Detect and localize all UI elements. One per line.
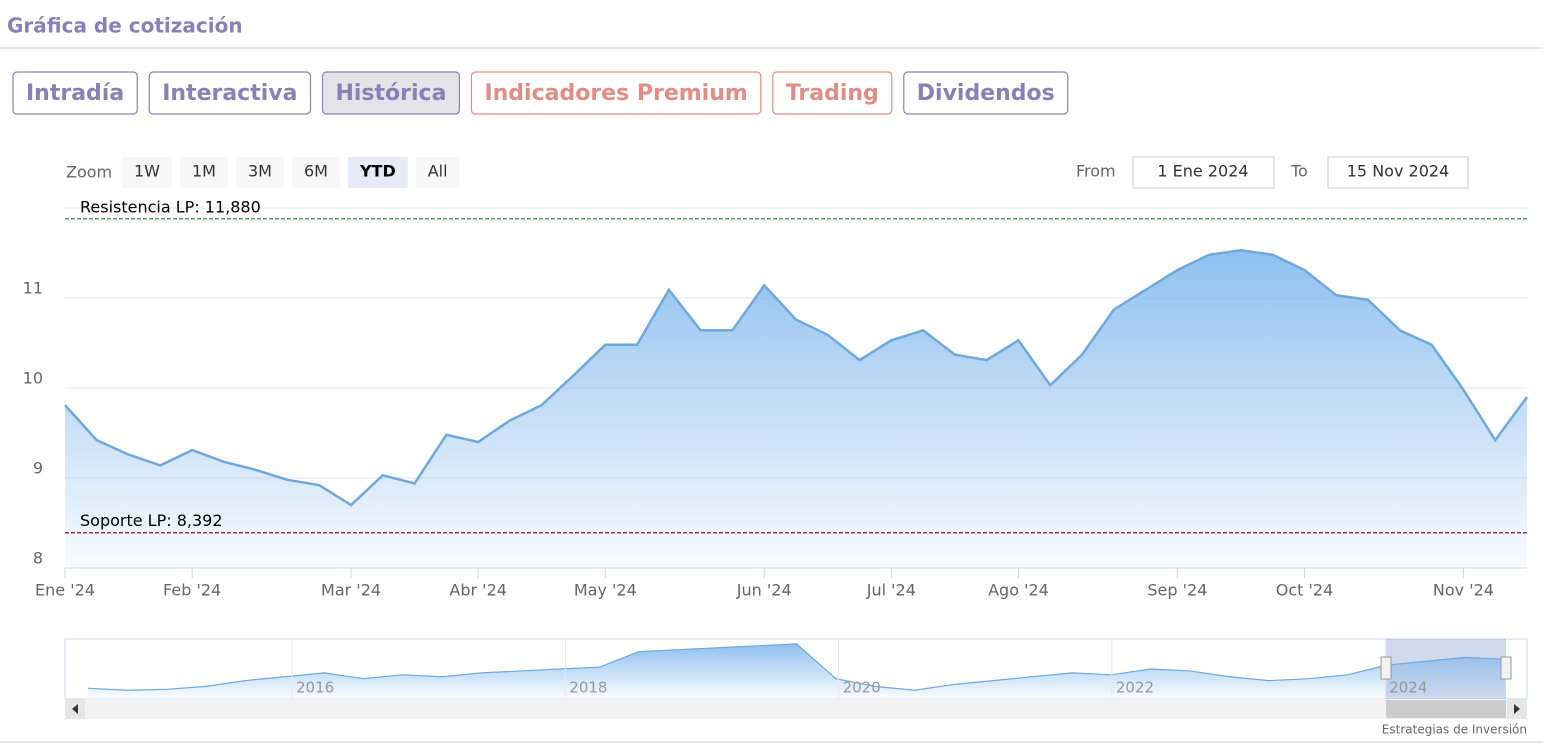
zoom-button[interactable] [415, 157, 460, 188]
navigator-label: 2016 [296, 679, 334, 697]
tab-label: Dividendos [917, 81, 1055, 106]
to-input[interactable] [1327, 156, 1469, 189]
zoom-button-label: 6M [304, 162, 328, 181]
x-tick-label: Abr '24 [449, 581, 507, 600]
x-tick-label: Jul '24 [866, 581, 916, 600]
from-input[interactable] [1132, 156, 1275, 189]
x-tick-label: Oct '24 [1276, 581, 1334, 600]
y-tick-label: 9 [33, 459, 43, 478]
plot-line-label: Soporte LP: 8,392 [80, 511, 223, 530]
navigator-area [88, 643, 1505, 698]
zoom-button-label: All [428, 162, 448, 181]
from-label: From [1076, 162, 1116, 181]
x-tick-label: Ago '24 [988, 581, 1049, 600]
x-tick-label: Jun '24 [736, 581, 792, 600]
arrow-right [1514, 704, 1520, 714]
tab-label: Trading [786, 81, 879, 106]
x-tick-label: Sep '24 [1147, 581, 1207, 600]
zoom-button-label: YTD [359, 162, 396, 181]
price-line [64, 249, 1529, 507]
zoom-button[interactable] [347, 157, 408, 188]
zoom-button[interactable] [235, 157, 284, 188]
tab-label: Indicadores Premium [484, 81, 747, 106]
header-title: Gráfica de cotización [7, 14, 243, 38]
tab[interactable] [772, 71, 893, 115]
navigator-label: 2022 [1116, 679, 1154, 697]
scrollbar [65, 699, 1527, 719]
tab[interactable] [903, 71, 1069, 115]
navigator-handle[interactable] [1500, 656, 1512, 680]
zoom-button[interactable] [180, 157, 228, 188]
scroll-thumb[interactable] [1386, 700, 1506, 718]
zoom-label: Zoom [66, 163, 112, 182]
plot-line-label: Resistencia LP: 11,880 [80, 197, 261, 216]
credit: Estrategias de Inversión [1382, 723, 1527, 737]
area-fill [65, 250, 1527, 569]
y-tick-label: 11 [23, 279, 43, 298]
navigator-label: 2018 [569, 679, 607, 697]
tab[interactable] [148, 71, 312, 115]
tab[interactable] [470, 71, 762, 115]
zoom-button-label: 3M [248, 162, 272, 181]
zoom-button-label: 1W [134, 162, 160, 181]
zoom-button[interactable] [291, 157, 340, 188]
x-tick-label: Nov '24 [1433, 581, 1494, 600]
x-tick-label: Mar '24 [321, 581, 381, 600]
x-tick-label: Feb '24 [163, 581, 221, 600]
to-label: To [1290, 162, 1308, 181]
arrow-left [72, 704, 78, 714]
navigator-label: 2020 [843, 679, 881, 697]
x-tick-label: May '24 [574, 581, 637, 600]
tab[interactable] [12, 71, 138, 115]
navigator-line [87, 643, 1506, 691]
zoom-button-label: 1M [192, 162, 216, 181]
tab-label: Histórica [335, 81, 446, 106]
from-value: 1 Ene 2024 [1157, 162, 1248, 181]
zoom-button[interactable] [122, 157, 172, 188]
navigator-handle[interactable] [1380, 656, 1392, 680]
tab-label: Interactiva [162, 81, 297, 106]
y-tick-label: 10 [23, 369, 43, 388]
y-tick-label: 8 [33, 549, 43, 568]
tab[interactable] [321, 71, 461, 115]
tab-label: Intradía [26, 81, 124, 106]
navigator-label: 2024 [1389, 679, 1427, 697]
x-tick-label: Ene '24 [35, 581, 95, 600]
to-value: 15 Nov 2024 [1347, 162, 1449, 181]
